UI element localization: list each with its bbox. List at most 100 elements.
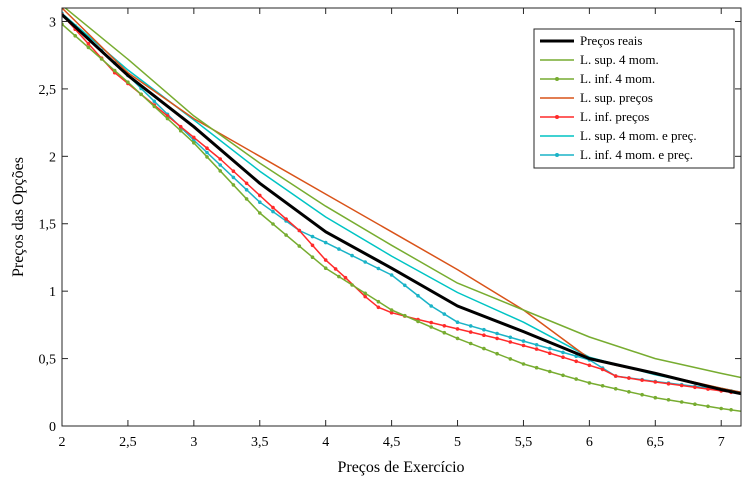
series-marker-4 (640, 378, 644, 383)
series-marker-2 (679, 400, 684, 404)
series-marker-4 (495, 336, 499, 341)
x-tick-label: 3,5 (251, 435, 269, 450)
series-marker-2 (192, 141, 196, 145)
series-marker-4 (468, 330, 473, 334)
series-line-1 (64, 8, 741, 379)
series-marker-6 (218, 163, 222, 167)
x-tick-label: 7 (718, 435, 725, 450)
series-marker-6 (403, 283, 407, 288)
x-tick-label: 4 (322, 435, 329, 450)
y-tick-label: 1 (49, 285, 56, 300)
y-tick-label: 3 (49, 15, 56, 30)
series-marker-2 (231, 183, 236, 187)
series-marker-6 (323, 240, 328, 245)
series-0 (62, 13, 741, 396)
series-marker-4 (455, 327, 460, 331)
legend-item: Preços reais (540, 33, 642, 48)
y-tick-label: 2,5 (39, 83, 57, 98)
x-tick-label: 5,5 (515, 435, 533, 450)
legend-item: L. sup. preços (540, 90, 653, 105)
series-marker-2 (350, 283, 354, 287)
series-marker-2 (495, 351, 499, 356)
series-marker-4 (548, 351, 552, 356)
series-marker-6 (482, 327, 486, 332)
series-marker-4 (258, 193, 262, 198)
series-marker-4 (271, 205, 275, 210)
series-marker-2 (600, 384, 605, 388)
series-line-0 (62, 13, 741, 396)
series-marker-2 (73, 34, 77, 38)
series-marker-4 (534, 347, 539, 351)
series-marker-2 (706, 404, 710, 409)
series-marker-6 (521, 339, 526, 343)
y-tick-label: 0,5 (39, 353, 57, 368)
x-axis: 2 2,5 3 3,5 4 4,5 5 5,5 6 6,5 7 (59, 8, 725, 450)
series-marker-4 (706, 387, 710, 391)
legend: Preços reais L. sup. 4 mom. L. inf. 4 mom.… (533, 28, 735, 169)
legend-item: L. inf. 4 mom. e preç. (540, 147, 693, 162)
legend-label: L. inf. 4 mom. e preç. (580, 147, 693, 162)
series-marker-6 (468, 324, 473, 328)
x-tick-label: 4,5 (383, 435, 401, 450)
legend-label: L. inf. preços (580, 109, 649, 124)
series-marker-4 (297, 228, 302, 233)
series-marker-4 (310, 243, 315, 248)
legend-label: L. sup. preços (580, 90, 653, 105)
series-marker-2 (534, 365, 539, 370)
series-marker-6 (495, 331, 499, 336)
series-marker-4 (323, 258, 328, 262)
legend-label: L. sup. 4 mom. e preç. (580, 128, 697, 143)
series-marker-4 (508, 340, 513, 344)
series-marker-4 (574, 359, 578, 364)
legend-label: Preços reais (580, 33, 642, 48)
series-marker-2 (205, 155, 209, 159)
series-marker-4 (178, 124, 183, 129)
series-marker-2 (244, 197, 249, 201)
series-marker-2 (468, 341, 473, 346)
series-marker-2 (337, 274, 341, 279)
series-marker-6 (429, 304, 434, 308)
series-marker-2 (455, 336, 460, 341)
legend-marker (555, 115, 559, 119)
x-tick-label: 6 (586, 435, 593, 450)
legend-label: L. sup. 4 mom. (580, 52, 659, 67)
series-marker-2 (574, 377, 578, 381)
series-marker-4 (86, 41, 91, 46)
series-marker-4 (376, 305, 381, 310)
series-marker-2 (508, 357, 513, 361)
series-marker-2 (258, 211, 262, 215)
series-marker-6 (574, 354, 578, 359)
series-marker-4 (218, 157, 222, 161)
series-marker-2 (587, 381, 592, 385)
series-marker-6 (244, 188, 249, 192)
series-marker-4 (429, 320, 434, 325)
legend-item: L. inf. preços (540, 109, 649, 124)
y-axis-title: Preços das Opções (10, 157, 27, 277)
series-marker-2 (323, 266, 328, 271)
plot-lines (62, 8, 741, 412)
series-marker-2 (719, 406, 723, 411)
series-marker-2 (99, 57, 104, 61)
series-marker-4 (343, 275, 348, 280)
x-tick-label: 2,5 (119, 435, 137, 450)
legend-item: L. sup. 4 mom. (540, 52, 659, 67)
series-marker-6 (389, 273, 394, 277)
series-marker-2 (389, 308, 394, 312)
series-marker-2 (693, 402, 697, 407)
series-marker-4 (192, 135, 196, 140)
series-marker-2 (139, 92, 143, 97)
series-marker-2 (613, 387, 618, 391)
series-marker-6 (363, 260, 368, 264)
series-marker-2 (627, 390, 631, 394)
plot-frame (61, 7, 742, 427)
series-marker-4 (600, 367, 605, 372)
series-1 (64, 8, 741, 379)
series-marker-4 (666, 382, 671, 386)
y-tick-label: 1,5 (39, 218, 57, 233)
series-marker-2 (284, 233, 288, 237)
y-axis: 0 0,5 1 1,5 2 2,5 3 (39, 15, 741, 435)
legend-marker (555, 153, 559, 157)
series-marker-2 (271, 222, 275, 226)
x-tick-label: 5 (454, 435, 461, 450)
series-line-2 (62, 23, 741, 412)
